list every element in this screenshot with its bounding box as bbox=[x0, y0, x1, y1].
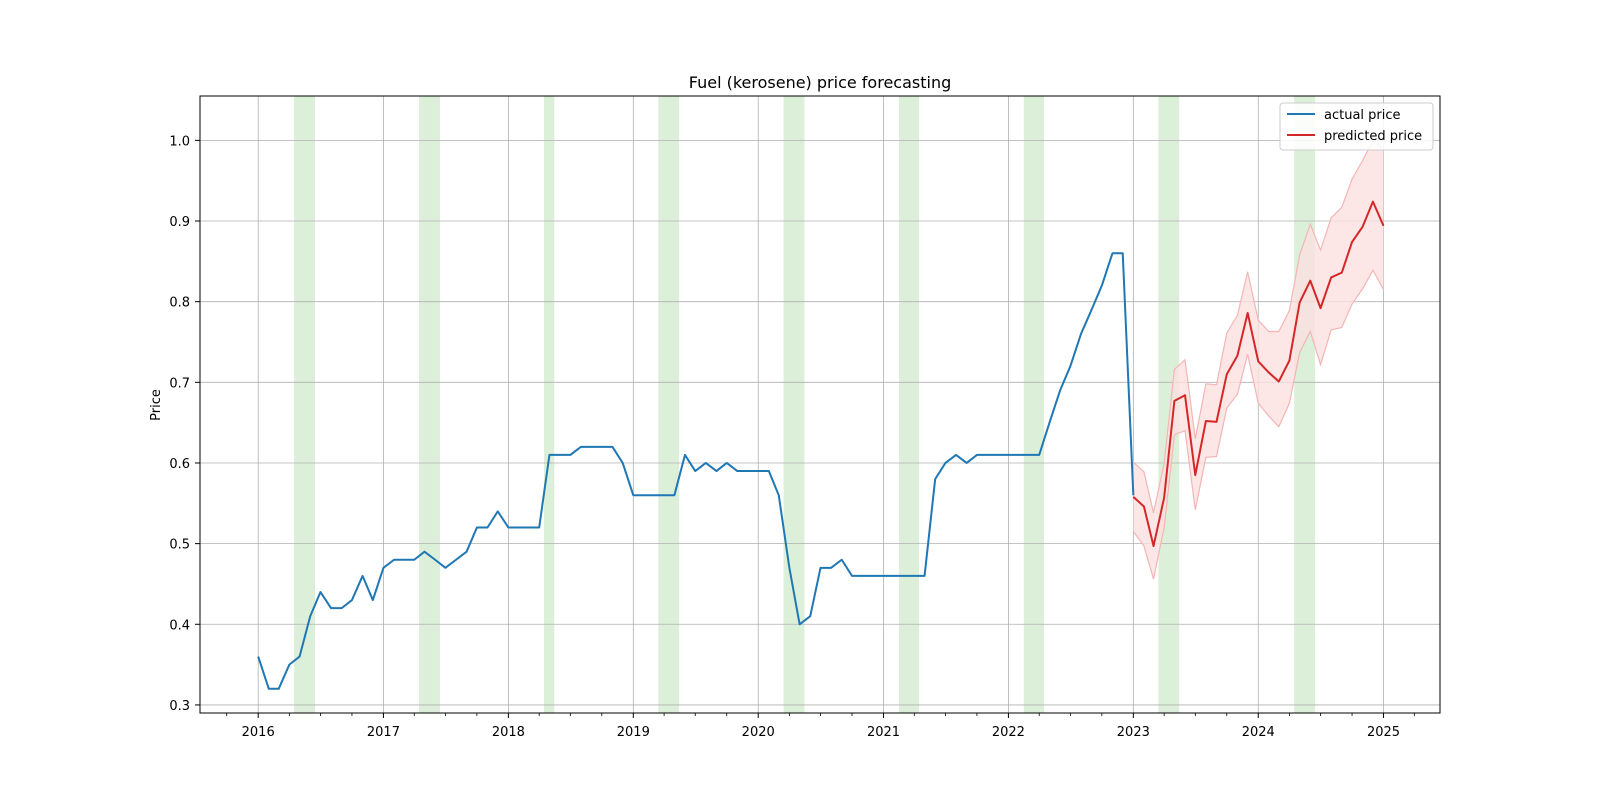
highlight-bands bbox=[294, 96, 1316, 713]
series-lines bbox=[257, 200, 1385, 690]
highlight-band bbox=[658, 96, 680, 713]
y-tick-label: 0.8 bbox=[169, 296, 190, 311]
x-tick-label: 2019 bbox=[617, 725, 650, 740]
highlight-band bbox=[898, 96, 920, 713]
chart-title: Fuel (kerosene) price forecasting bbox=[689, 73, 951, 92]
y-tick-label: 0.3 bbox=[169, 699, 190, 714]
x-tick-label: 2023 bbox=[1117, 725, 1150, 740]
legend-box bbox=[1279, 102, 1434, 151]
highlight-band bbox=[783, 96, 805, 713]
legend-label-actual: actual price bbox=[1324, 108, 1401, 123]
highlight-band bbox=[294, 96, 315, 713]
legend: actual price predicted price bbox=[1279, 102, 1434, 151]
highlight-band bbox=[1023, 96, 1045, 713]
highlight-band bbox=[543, 96, 555, 713]
x-tick-label: 2025 bbox=[1367, 725, 1400, 740]
predicted-price-line bbox=[1132, 200, 1385, 548]
prediction-lower-bound bbox=[1132, 268, 1385, 580]
y-tick-label: 0.6 bbox=[169, 457, 190, 472]
x-axis: 2016 2017 2018 2019 2020 2021 2022 2023 2024 2025 bbox=[226, 713, 1415, 740]
highlight-band bbox=[1158, 96, 1180, 713]
x-tick-label: 2020 bbox=[742, 725, 775, 740]
highlight-band bbox=[419, 96, 440, 713]
y-tick-label: 1.0 bbox=[169, 134, 190, 149]
x-tick-label: 2016 bbox=[242, 725, 275, 740]
prediction-upper-bound bbox=[1132, 139, 1384, 514]
y-tick-label: 0.4 bbox=[169, 618, 190, 633]
x-tick-label: 2017 bbox=[367, 725, 400, 740]
x-tick-label: 2022 bbox=[992, 725, 1025, 740]
legend-label-predicted: predicted price bbox=[1324, 129, 1422, 144]
plot-frame bbox=[199, 95, 1441, 714]
x-tick-label: 2018 bbox=[492, 725, 525, 740]
x-tick-label: 2021 bbox=[867, 725, 900, 740]
actual-price-line bbox=[257, 252, 1135, 690]
highlight-band bbox=[1294, 96, 1316, 713]
grid-lines bbox=[200, 96, 1440, 713]
y-tick-label: 0.5 bbox=[169, 538, 190, 553]
y-axis: 0.3 0.4 0.5 0.6 0.7 0.8 0.9 1.0 bbox=[169, 134, 200, 714]
y-tick-label: 0.7 bbox=[169, 376, 190, 391]
y-tick-label: 0.9 bbox=[169, 215, 190, 230]
y-axis-label: Price bbox=[149, 389, 164, 421]
x-tick-label: 2024 bbox=[1242, 725, 1275, 740]
